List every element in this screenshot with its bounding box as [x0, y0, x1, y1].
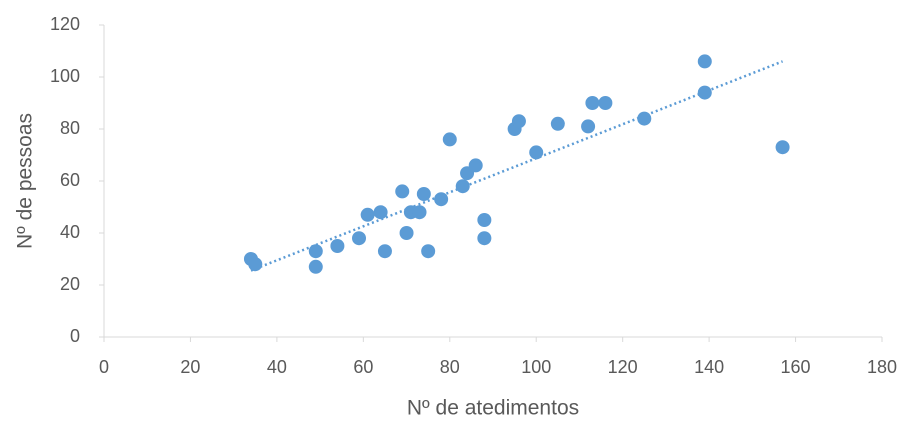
scatter-point: [550, 116, 565, 131]
scatter-point: [360, 207, 375, 222]
scatter-point: [330, 239, 345, 253]
x-tick-label: 20: [180, 357, 200, 377]
x-tick-label: 60: [353, 357, 373, 377]
scatter-point: [416, 187, 431, 201]
scatter-point: [395, 184, 410, 199]
scatter-point: [352, 231, 367, 246]
x-tick-label: 40: [267, 357, 287, 377]
x-tick-label: 140: [694, 357, 724, 377]
scatter-point: [434, 192, 449, 207]
scatter-point: [373, 205, 388, 220]
scatter-point: [477, 231, 492, 246]
scatter-point: [399, 226, 414, 240]
y-tick-label: 80: [60, 118, 80, 138]
scatter-point: [308, 244, 323, 259]
y-axis-title: Nº de pessoas: [14, 113, 37, 249]
scatter-point: [598, 96, 613, 110]
y-tick-label: 20: [60, 274, 80, 294]
x-tick-label: 100: [521, 357, 551, 377]
scatter-point: [442, 132, 457, 147]
scatter-point: [455, 179, 470, 194]
y-tick-label: 40: [60, 222, 80, 242]
scatter-point: [697, 54, 712, 69]
scatter-point: [248, 257, 263, 272]
x-tick-label: 120: [608, 357, 638, 377]
scatter-point: [585, 96, 600, 110]
y-tick-label: 120: [50, 14, 80, 34]
scatter-point: [308, 259, 323, 274]
y-tick-label: 100: [50, 66, 80, 86]
scatter-point: [412, 205, 427, 220]
x-tick-label: 0: [99, 357, 109, 377]
scatter-point: [529, 145, 544, 160]
y-tick-label: 60: [60, 170, 80, 190]
x-axis-title: Nº de atedimentos: [407, 397, 579, 420]
scatter-point: [468, 158, 483, 173]
trendline: [250, 60, 784, 272]
scatter-point: [637, 111, 652, 126]
scatter-point: [421, 244, 436, 259]
x-tick-label: 160: [781, 357, 811, 377]
x-tick-label: 80: [440, 357, 460, 377]
y-tick-label: 0: [70, 326, 80, 346]
scatter-point: [697, 85, 712, 100]
scatter-point: [581, 119, 596, 134]
scatter-point: [511, 114, 526, 129]
x-tick-label: 180: [867, 357, 897, 377]
scatter-point: [477, 213, 492, 227]
scatter-point: [377, 244, 392, 259]
scatter-point: [775, 140, 790, 155]
